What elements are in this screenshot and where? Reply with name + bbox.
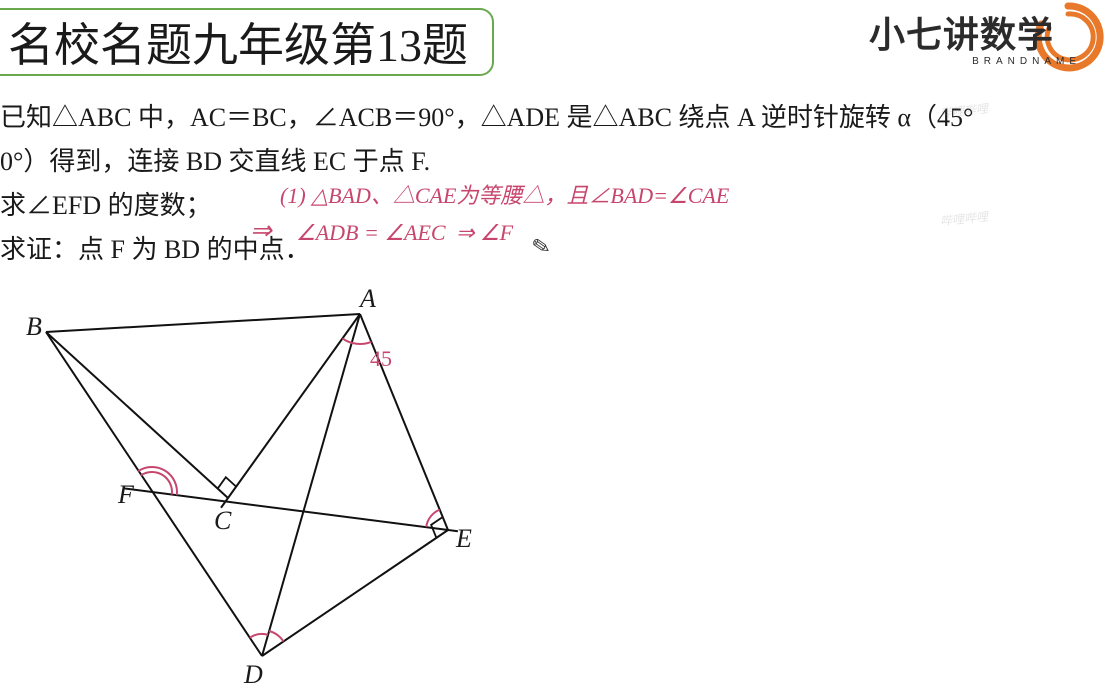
point-label-d: D <box>244 660 263 690</box>
point-label-f: F <box>118 480 134 510</box>
brand-logo: 小七讲数学 BRANDNAME <box>869 6 1099 74</box>
point-label-b: B <box>26 312 42 342</box>
angle-45-mark: 45 <box>370 346 392 372</box>
title-box: 名校名题九年级第13题 <box>0 8 494 76</box>
point-label-c: C <box>214 506 231 536</box>
page-title: 名校名题九年级第13题 <box>8 9 468 75</box>
handwriting-line-3: ⇒ ∠F <box>456 220 513 246</box>
geometry-diagram: A B C D E F 45 <box>0 286 640 686</box>
logo-subtitle: BRANDNAME <box>869 56 1081 67</box>
handwriting-arrow-1: ⇒ <box>250 216 272 246</box>
point-label-e: E <box>456 524 472 554</box>
handwriting-line-2: ∠ADB = ∠AEC <box>296 220 446 246</box>
logo-text: 小七讲数学 <box>869 6 1099 58</box>
diagram-svg <box>0 286 640 686</box>
handwriting-line-1: (1) △BAD、△CAE为等腰△，且∠BAD=∠CAE <box>280 178 729 210</box>
problem-line-1: 已知△ABC 中，AC＝BC，∠ACB＝90°，△ADE 是△ABC 绕点 A … <box>0 96 1100 140</box>
point-label-a: A <box>360 284 376 314</box>
